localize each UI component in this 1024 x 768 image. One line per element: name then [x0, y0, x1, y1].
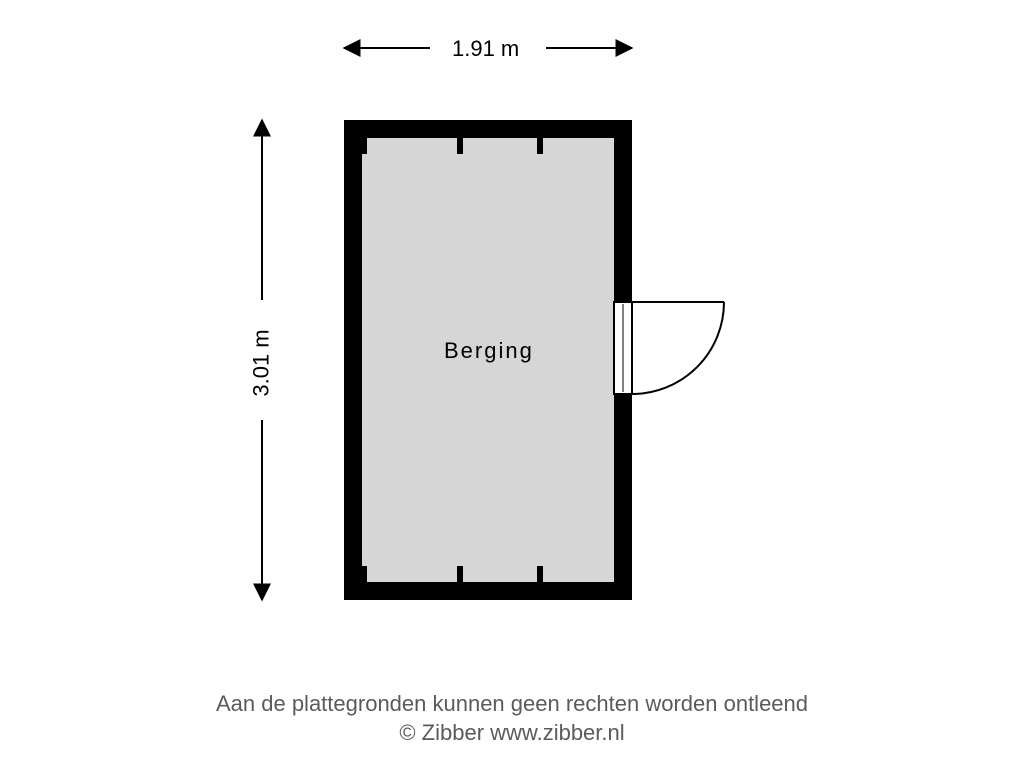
door-frame	[614, 302, 632, 394]
dimension-width-label: 1.91 m	[452, 36, 519, 62]
footer-line1: Aan de plattegronden kunnen geen rechten…	[0, 690, 1024, 719]
wall-top	[344, 120, 632, 138]
wall-bottom	[344, 582, 632, 600]
wall-right-top	[614, 120, 632, 302]
door-arc	[632, 302, 724, 394]
wall-right-bottom	[614, 394, 632, 600]
wall-left	[344, 120, 362, 600]
room-label: Berging	[444, 338, 534, 364]
floorplan-svg	[0, 0, 1024, 768]
footer: Aan de plattegronden kunnen geen rechten…	[0, 690, 1024, 747]
dimension-height-label: 3.01 m	[249, 329, 275, 396]
footer-line2: © Zibber www.zibber.nl	[0, 719, 1024, 748]
floorplan-canvas: 1.91 m 3.01 m Berging Aan de plattegrond…	[0, 0, 1024, 768]
